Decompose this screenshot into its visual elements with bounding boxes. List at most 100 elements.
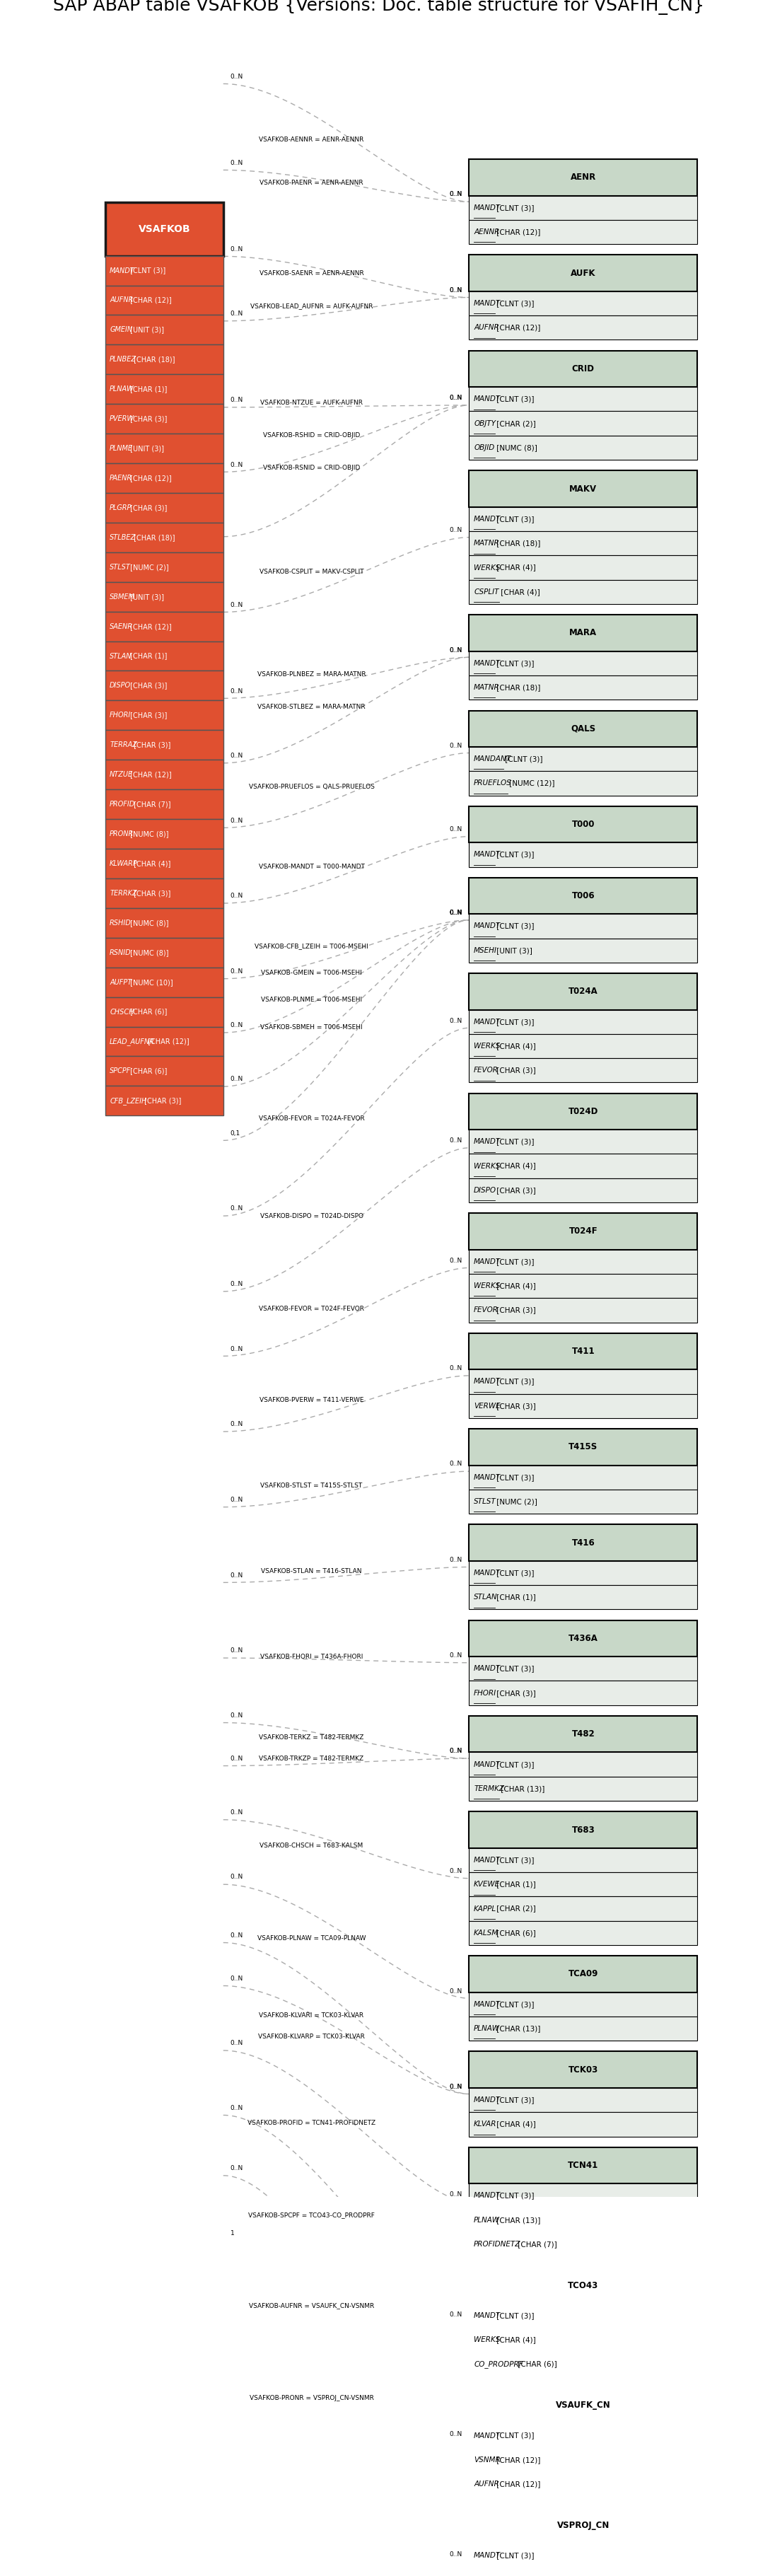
Text: [CHAR (4)]: [CHAR (4)] <box>494 1043 536 1048</box>
Text: SPCPF: SPCPF <box>110 1066 131 1074</box>
FancyBboxPatch shape <box>105 523 224 551</box>
FancyBboxPatch shape <box>469 2184 697 2208</box>
Text: 0..N: 0..N <box>230 461 243 469</box>
FancyBboxPatch shape <box>469 1847 697 1873</box>
FancyBboxPatch shape <box>469 938 697 963</box>
Text: VSAFKOB-PRONR = VSPROJ_CN-VSNMR: VSAFKOB-PRONR = VSPROJ_CN-VSNMR <box>249 2396 374 2401</box>
FancyBboxPatch shape <box>469 2329 697 2352</box>
FancyBboxPatch shape <box>105 670 224 701</box>
Text: 0..N: 0..N <box>449 2311 462 2318</box>
Text: CO_PRODPRF: CO_PRODPRF <box>474 2360 523 2367</box>
FancyBboxPatch shape <box>105 969 224 997</box>
Text: 0..N: 0..N <box>449 742 462 750</box>
Text: [CHAR (4)]: [CHAR (4)] <box>494 2120 536 2128</box>
Text: [NUMC (8)]: [NUMC (8)] <box>128 829 168 837</box>
Text: NTZUE: NTZUE <box>110 770 133 778</box>
FancyBboxPatch shape <box>469 675 697 701</box>
Text: [CHAR (12)]: [CHAR (12)] <box>128 474 171 482</box>
FancyBboxPatch shape <box>469 2112 697 2136</box>
Text: AUFNR: AUFNR <box>474 2481 499 2488</box>
Text: PRONR: PRONR <box>110 829 134 837</box>
Text: [CHAR (7)]: [CHAR (7)] <box>131 801 171 809</box>
FancyBboxPatch shape <box>469 1682 697 1705</box>
FancyBboxPatch shape <box>105 314 224 345</box>
Text: 0..N: 0..N <box>449 1018 462 1023</box>
FancyBboxPatch shape <box>469 1525 697 1561</box>
Text: [CLNT (3)]: [CLNT (3)] <box>494 204 534 211</box>
FancyBboxPatch shape <box>469 1656 697 1682</box>
Text: [UNIT (3)]: [UNIT (3)] <box>128 327 164 332</box>
Text: [CLNT (3)]: [CLNT (3)] <box>494 1139 534 1146</box>
Text: MATNR: MATNR <box>474 541 500 546</box>
Text: [CLNT (3)]: [CLNT (3)] <box>494 397 534 402</box>
Text: [NUMC (2)]: [NUMC (2)] <box>128 564 168 572</box>
Text: MANDT: MANDT <box>474 1018 501 1025</box>
Text: 0..N: 0..N <box>449 827 462 832</box>
FancyBboxPatch shape <box>469 412 697 435</box>
Text: VSAFKOB-RSNID = CRID-OBJID: VSAFKOB-RSNID = CRID-OBJID <box>263 464 360 471</box>
FancyBboxPatch shape <box>469 2543 697 2568</box>
FancyBboxPatch shape <box>469 196 697 219</box>
Text: [CLNT (3)]: [CLNT (3)] <box>494 659 534 667</box>
Text: QALS: QALS <box>571 724 596 734</box>
FancyBboxPatch shape <box>469 2208 697 2233</box>
Text: 0..N: 0..N <box>449 1749 462 1754</box>
FancyBboxPatch shape <box>469 2233 697 2257</box>
Text: PVERW: PVERW <box>110 415 134 422</box>
FancyBboxPatch shape <box>469 1489 697 1515</box>
Text: 0..N: 0..N <box>230 2164 243 2172</box>
Text: AUFNR: AUFNR <box>474 325 499 332</box>
Text: KAPPL: KAPPL <box>474 1906 496 1911</box>
Text: T024A: T024A <box>568 987 598 997</box>
Text: MANDT: MANDT <box>474 1762 501 1767</box>
Text: 0..N: 0..N <box>449 909 462 917</box>
Text: [CHAR (2)]: [CHAR (2)] <box>494 420 536 428</box>
Text: [CHAR (18)]: [CHAR (18)] <box>494 685 540 690</box>
Text: [CHAR (12)]: [CHAR (12)] <box>128 296 171 304</box>
FancyBboxPatch shape <box>105 1028 224 1056</box>
Text: TERMKZ: TERMKZ <box>474 1785 504 1793</box>
Text: TCN41: TCN41 <box>568 2161 599 2169</box>
Text: [CHAR (3)]: [CHAR (3)] <box>128 711 167 719</box>
Text: [CLNT (3)]: [CLNT (3)] <box>494 2313 534 2318</box>
Text: VSAFKOB-STLST = T415S-STLST: VSAFKOB-STLST = T415S-STLST <box>261 1484 362 1489</box>
Text: MAKV: MAKV <box>569 484 597 495</box>
FancyBboxPatch shape <box>469 2388 697 2424</box>
Text: STLAN: STLAN <box>474 1595 497 1600</box>
Text: 0..N: 0..N <box>449 1461 462 1468</box>
FancyBboxPatch shape <box>105 729 224 760</box>
FancyBboxPatch shape <box>105 848 224 878</box>
Text: MATNR: MATNR <box>474 685 500 690</box>
FancyBboxPatch shape <box>469 747 697 770</box>
Text: [CLNT (3)]: [CLNT (3)] <box>494 1018 534 1025</box>
Text: 0..N: 0..N <box>230 1808 243 1816</box>
Text: SBMEM: SBMEM <box>110 592 135 600</box>
Text: [CHAR (3)]: [CHAR (3)] <box>131 742 171 750</box>
FancyBboxPatch shape <box>469 1752 697 1777</box>
FancyBboxPatch shape <box>105 641 224 670</box>
FancyBboxPatch shape <box>469 652 697 675</box>
Text: AENNR: AENNR <box>474 229 500 234</box>
Text: 0..N: 0..N <box>230 1023 243 1028</box>
Text: KLVAR: KLVAR <box>474 2120 496 2128</box>
Text: VSAFKOB-SBMEH = T006-MSEHI: VSAFKOB-SBMEH = T006-MSEHI <box>261 1023 362 1030</box>
FancyBboxPatch shape <box>469 2050 697 2089</box>
FancyBboxPatch shape <box>469 2352 697 2375</box>
FancyBboxPatch shape <box>469 1010 697 1033</box>
FancyBboxPatch shape <box>469 1430 697 1466</box>
Text: VSAFKOB-CHSCH = T683-KALSM: VSAFKOB-CHSCH = T683-KALSM <box>260 1842 363 1850</box>
Text: MANDT: MANDT <box>474 1378 501 1386</box>
Text: PROFIDNETZ: PROFIDNETZ <box>474 2241 521 2249</box>
FancyBboxPatch shape <box>469 2568 697 2576</box>
Text: 0..N: 0..N <box>230 2105 243 2112</box>
Text: [CLNT (3)]: [CLNT (3)] <box>494 1762 534 1767</box>
Text: MANDT: MANDT <box>474 1257 501 1265</box>
Text: VSAFKOB-RSHID = CRID-OBJID: VSAFKOB-RSHID = CRID-OBJID <box>263 433 360 438</box>
Text: FHORI: FHORI <box>474 1690 496 1698</box>
Text: 0..N: 0..N <box>230 603 243 608</box>
FancyBboxPatch shape <box>105 1056 224 1087</box>
Text: 0..N: 0..N <box>230 2040 243 2045</box>
Text: [CLNT (3)]: [CLNT (3)] <box>494 515 534 523</box>
FancyBboxPatch shape <box>469 806 697 842</box>
Text: [NUMC (8)]: [NUMC (8)] <box>128 948 168 956</box>
